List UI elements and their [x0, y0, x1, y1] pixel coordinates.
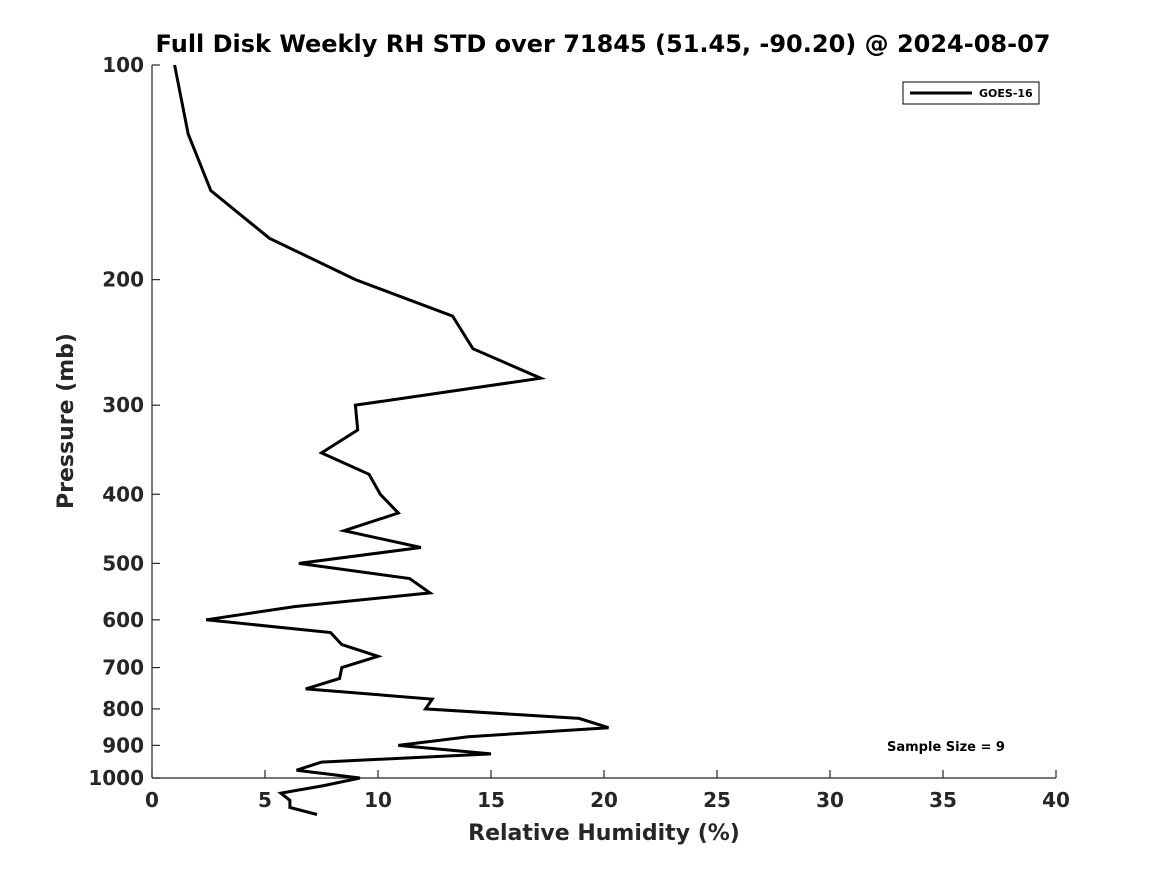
chart-title: Full Disk Weekly RH STD over 71845 (51.4…	[156, 30, 1051, 58]
plot-area: 0 5 10 15 20 25 30 35 40 100 200 300 400 500 600 700 80…	[88, 53, 1070, 816]
legend-label-goes-16: GOES-16	[979, 87, 1033, 100]
sample-size-annotation: Sample Size = 9	[887, 740, 1005, 755]
x-tick-label-0: 0	[145, 788, 159, 812]
y-tick-label-3: 400	[102, 482, 144, 506]
y-tick-label-0: 100	[102, 53, 144, 77]
x-tick-label-4: 20	[590, 788, 618, 812]
y-tick-label-4: 500	[102, 551, 144, 575]
x-tick-label-5: 25	[703, 788, 731, 812]
y-tick-label-5: 600	[102, 608, 144, 632]
x-tick-label-1: 5	[258, 788, 272, 812]
x-tick-label-7: 35	[929, 788, 957, 812]
y-tick-label-9: 1000	[88, 766, 144, 790]
y-tick-label-1: 200	[102, 268, 144, 292]
y-tick-label-2: 300	[102, 393, 144, 417]
x-tick-label-2: 10	[364, 788, 392, 812]
series-line-goes-16	[173, 64, 609, 816]
x-tick-label-3: 15	[477, 788, 505, 812]
x-ticks: 0 5 10 15 20 25 30 35 40	[145, 770, 1070, 812]
y-tick-label-7: 800	[102, 697, 144, 721]
x-tick-label-8: 40	[1042, 788, 1070, 812]
y-ticks: 100 200 300 400 500 600 700 800 900 1000	[88, 53, 160, 790]
x-axis-label: Relative Humidity (%)	[468, 821, 740, 846]
series-layer	[173, 64, 609, 816]
y-axis-label: Pressure (mb)	[54, 333, 79, 509]
legend: GOES-16	[902, 81, 1040, 105]
x-tick-label-6: 30	[816, 788, 844, 812]
y-tick-label-6: 700	[102, 656, 144, 680]
y-tick-label-8: 900	[102, 733, 144, 757]
